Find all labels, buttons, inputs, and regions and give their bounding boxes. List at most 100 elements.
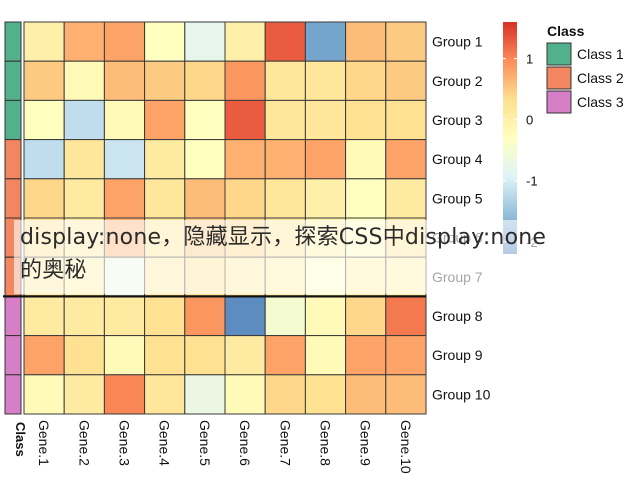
colorbar-tick-label: 0 <box>526 113 533 128</box>
heatmap-cell <box>184 295 226 337</box>
heatmap-cell <box>63 60 105 101</box>
heatmap-cell <box>345 139 387 180</box>
heatmap-cell <box>144 21 186 62</box>
column-label: Gene.8 <box>318 420 334 466</box>
heatmap-cell <box>304 139 347 180</box>
heatmap-cell <box>23 21 65 62</box>
row-labels: Group 1 Group 2 Group 3 Group 4 Group 5 Group… <box>432 34 491 403</box>
heatmap-cell <box>345 335 387 376</box>
class-annotation-cell <box>4 99 22 141</box>
column-label: Gene.9 <box>358 420 374 466</box>
heatmap-cell <box>184 21 226 62</box>
legend-swatch <box>546 42 572 66</box>
heatmap-cell <box>264 139 306 180</box>
heatmap-cell <box>345 21 387 62</box>
heatmap-cell <box>385 60 427 101</box>
heatmap-cell <box>304 21 347 62</box>
heatmap-cell <box>23 139 65 180</box>
heatmap-cell <box>184 139 226 180</box>
legend-swatch <box>546 90 572 114</box>
heatmap-cell <box>103 99 146 141</box>
heatmap-cell <box>304 178 347 219</box>
column-label: Gene.2 <box>76 420 92 466</box>
heatmap-cell <box>304 374 347 415</box>
watermark-caption-line1: display:none，隐藏显示，探索CSS中display:none <box>20 225 547 250</box>
heatmap-cell <box>264 374 306 415</box>
heatmap-cell <box>184 99 226 141</box>
legend-label: Class 2 <box>577 70 624 86</box>
column-label: Gene.3 <box>117 420 133 466</box>
heatmap-cell <box>224 99 266 141</box>
heatmap-cell <box>184 374 226 415</box>
class-annotation-strip: Class <box>4 21 28 457</box>
heatmap-cell <box>23 295 65 337</box>
heatmap-cell <box>184 335 226 376</box>
heatmap-cell <box>304 335 347 376</box>
class-annotation-cell <box>4 178 22 219</box>
column-label: Gene.7 <box>277 420 293 466</box>
class-legend: Class Class 1 Class 2 Class 3 <box>546 23 624 114</box>
heatmap-cell <box>264 295 306 337</box>
heatmap-cell <box>103 139 146 180</box>
column-label: Gene.1 <box>36 420 52 466</box>
heatmap-cell <box>103 335 146 376</box>
legend-label: Class 1 <box>577 46 624 62</box>
heatmap-cell <box>103 60 146 101</box>
heatmap-cell <box>144 99 186 141</box>
heatmap-cell <box>345 295 387 337</box>
column-label: Gene.10 <box>398 420 414 474</box>
heatmap-cell <box>345 374 387 415</box>
heatmap-cell <box>385 295 427 337</box>
legend-swatch <box>546 66 572 90</box>
legend-label: Class 3 <box>577 94 624 110</box>
row-label: Group 1 <box>432 34 483 50</box>
class-annotation-label: Class <box>13 422 28 457</box>
heatmap-cell <box>103 295 146 337</box>
heatmap-cell <box>224 374 266 415</box>
column-label: Gene.5 <box>197 420 213 466</box>
colorbar-tick-label: -1 <box>526 174 538 189</box>
watermark-band <box>14 220 620 294</box>
heatmap-cell <box>23 60 65 101</box>
heatmap-cell <box>144 335 186 376</box>
heatmap-cell <box>63 99 105 141</box>
heatmap-cell <box>23 374 65 415</box>
heatmap-cell <box>224 60 266 101</box>
heatmap-cell <box>345 178 387 219</box>
heatmap-cell <box>184 178 226 219</box>
heatmap-cell <box>385 139 427 180</box>
column-label: Gene.6 <box>237 420 253 466</box>
heatmap-cell <box>144 295 186 337</box>
heatmap-cell <box>264 99 306 141</box>
heatmap-cell <box>385 178 427 219</box>
column-label: Gene.4 <box>157 420 173 466</box>
heatmap-cell <box>345 60 387 101</box>
colorbar-gradient <box>503 22 517 254</box>
heatmap-cell <box>144 139 186 180</box>
heatmap-cell <box>63 335 105 376</box>
heatmap-cell <box>264 21 306 62</box>
heatmap-cell <box>144 178 186 219</box>
heatmap-cell <box>224 178 266 219</box>
heatmap-cells <box>3 21 427 415</box>
heatmap-cell <box>184 60 226 101</box>
heatmap-cell <box>23 335 65 376</box>
heatmap-cell <box>304 99 347 141</box>
colorbar-tick-label: 1 <box>526 52 533 67</box>
row-label: Group 10 <box>432 386 491 402</box>
row-label: Group 5 <box>432 190 483 206</box>
row-label: Group 3 <box>432 112 483 128</box>
heatmap-cell <box>144 374 186 415</box>
heatmap-cell <box>385 99 427 141</box>
heatmap-cell <box>63 139 105 180</box>
heatmap-cell <box>103 374 146 415</box>
column-labels: Gene.1 Gene.2 Gene.3 Gene.4 Gene.5 Gene.6 Gene… <box>36 420 414 474</box>
class-annotation-cell <box>4 374 22 415</box>
row-label: Group 8 <box>432 308 483 324</box>
class-annotation-cell <box>4 139 22 180</box>
heatmap-cell <box>345 99 387 141</box>
heatmap-cell <box>63 21 105 62</box>
class-annotation-cell <box>4 295 22 337</box>
watermark-caption-line2: 的奥秘 <box>20 258 87 283</box>
row-label: Group 9 <box>432 347 483 363</box>
